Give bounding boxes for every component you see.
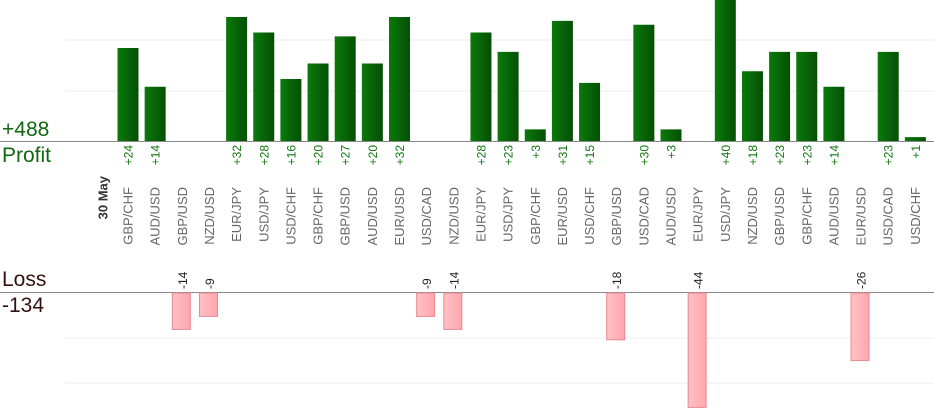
profit-bar-22 [714,0,736,141]
profit-bar-25 [796,51,818,141]
profit-label: Profit [2,144,52,167]
profit-total: +488 [2,118,50,141]
profit-bar-16 [551,20,573,141]
profit-bar-0 [117,48,139,141]
value-label-14: +23 [502,145,516,166]
profit-bar-4 [226,17,248,141]
category-label-27: EUR/USD [854,187,869,246]
profit-bar-10 [389,17,410,141]
value-label-15: +3 [529,145,543,159]
category-label-15: GBP/CHF [528,187,543,245]
value-label-22: +40 [719,145,733,166]
value-label-18: -18 [610,271,624,289]
category-label-7: GBP/CHF [311,187,326,245]
loss-label: Loss [2,268,47,291]
value-label-27: -26 [855,271,869,289]
profit-bar-8 [334,36,356,141]
value-label-7: +20 [312,145,326,166]
profit-bar-13 [470,32,492,141]
category-label-13: EUR/JPY [473,187,488,242]
category-label-16: EUR/USD [555,187,570,246]
value-label-23: +18 [746,145,760,166]
profit-bar-29 [904,137,926,141]
value-label-1: +14 [149,145,163,166]
category-label-25: GBP/CHF [799,187,814,245]
loss-total: -134 [2,294,45,317]
value-label-24: +23 [773,145,787,166]
category-label-23: NZD/USD [745,187,760,245]
category-label-12: NZD/USD [446,187,461,245]
value-label-21: -44 [692,271,706,289]
value-label-29: +1 [909,145,923,159]
profit-bar-20 [660,129,682,141]
loss-bar-2 [171,292,191,330]
profit-bar-24 [769,51,791,141]
profit-bar-6 [280,79,302,141]
value-label-28: +23 [882,145,896,166]
loss-bar-21 [687,292,707,408]
date-label: 30 May [95,175,110,219]
category-label-20: AUD/USD [664,187,679,246]
category-label-29: USD/CHF [908,187,923,245]
category-label-1: AUD/USD [148,187,163,246]
category-label-3: NZD/USD [202,187,217,245]
category-label-19: USD/CAD [636,187,651,246]
category-label-22: USD/JPY [718,187,733,242]
value-label-17: +15 [583,145,597,166]
category-label-4: EUR/JPY [229,187,244,242]
value-label-5: +28 [257,145,271,166]
category-label-0: GBP/CHF [121,187,136,245]
category-label-10: EUR/USD [392,187,407,246]
value-label-16: +31 [556,145,570,166]
value-label-4: +32 [230,145,244,166]
profit-bar-26 [823,86,845,141]
loss-bar-18 [606,292,626,341]
profit-bar-5 [253,32,275,141]
profit-bar-15 [524,129,546,141]
value-label-19: +30 [637,145,651,166]
loss-bar-27 [850,292,870,362]
profit-bar-1 [144,86,166,141]
profit-bar-7 [307,63,329,141]
category-label-28: USD/CAD [881,187,896,246]
category-label-9: AUD/USD [365,187,380,246]
loss-bar-12 [443,292,463,330]
category-label-17: USD/CHF [582,187,597,245]
category-label-6: USD/CHF [283,187,298,245]
value-label-3: -9 [203,278,217,289]
profit-bar-28 [877,51,899,141]
category-label-18: GBP/USD [609,187,624,246]
value-label-26: +14 [827,145,841,166]
value-label-0: +24 [122,145,136,166]
value-label-10: +32 [393,145,407,166]
profit-bar-9 [361,63,383,141]
value-label-12: -14 [447,271,461,289]
profit-bar-14 [497,51,519,141]
value-label-20: +3 [665,145,679,159]
category-label-8: GBP/USD [338,187,353,246]
category-label-26: AUD/USD [826,187,841,246]
value-label-2: -14 [176,271,190,289]
category-label-5: USD/JPY [256,187,271,242]
value-label-6: +16 [284,145,298,166]
value-label-9: +20 [366,145,380,166]
category-label-11: USD/CAD [419,187,434,246]
profit-bar-19 [633,24,655,141]
loss-bar-3 [198,292,218,317]
category-label-21: EUR/JPY [691,187,706,242]
value-label-13: +28 [474,145,488,166]
category-label-2: GBP/USD [175,187,190,246]
value-label-8: +27 [339,145,353,166]
profit-bar-23 [741,71,763,141]
category-label-14: USD/JPY [501,187,516,242]
category-label-24: GBP/USD [772,187,787,246]
profit-bar-17 [579,82,601,141]
value-label-11: -9 [420,278,434,289]
loss-bar-11 [416,292,436,317]
value-label-25: +23 [800,145,814,166]
